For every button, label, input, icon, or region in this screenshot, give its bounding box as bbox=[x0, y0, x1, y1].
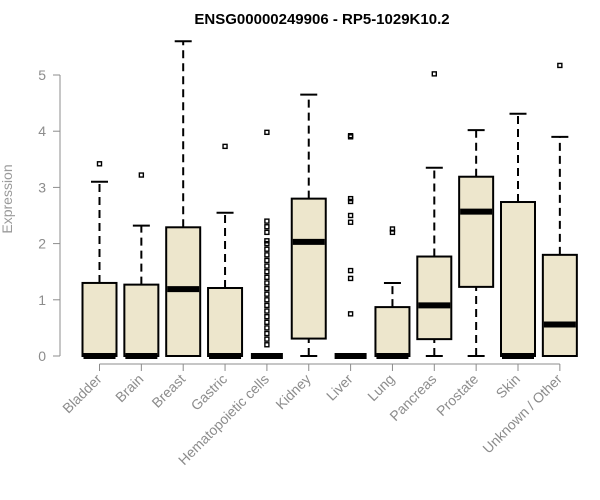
box-group-breast bbox=[165, 40, 202, 357]
outlier-point bbox=[264, 342, 270, 348]
x-tick-label: Bladder bbox=[59, 371, 105, 417]
outlier-point bbox=[347, 198, 354, 205]
box-group-pancreas bbox=[416, 71, 453, 357]
outlier-point bbox=[138, 172, 145, 178]
outlier-point bbox=[264, 229, 270, 236]
y-tick-label: 5 bbox=[38, 67, 46, 83]
x-tick-label: Lung bbox=[364, 371, 397, 404]
outlier-point bbox=[264, 291, 270, 297]
outlier-point bbox=[347, 195, 354, 202]
outlier-point bbox=[347, 275, 354, 282]
outlier-point bbox=[389, 226, 396, 232]
outlier-point bbox=[347, 132, 354, 139]
box-body bbox=[290, 197, 327, 340]
box-body bbox=[123, 283, 160, 358]
box-body bbox=[541, 253, 578, 357]
outlier-point bbox=[347, 212, 354, 219]
outlier-point bbox=[96, 161, 103, 167]
outlier-point bbox=[264, 238, 270, 244]
box-group-kidney bbox=[290, 93, 327, 357]
box-group-brain bbox=[123, 172, 160, 359]
outlier-point bbox=[264, 302, 270, 309]
outlier-point bbox=[264, 224, 270, 230]
y-tick-label: 1 bbox=[38, 292, 46, 308]
box-body bbox=[81, 281, 118, 357]
outlier-point bbox=[264, 319, 270, 325]
outlier-point bbox=[264, 308, 270, 314]
y-tick-label: 4 bbox=[38, 123, 46, 139]
x-tick-label: Unknown / Other bbox=[479, 371, 565, 457]
box-group-unknown-other bbox=[541, 62, 578, 357]
box-group-prostate bbox=[458, 129, 495, 357]
box-group-liver bbox=[334, 132, 367, 359]
outlier-point bbox=[264, 285, 270, 292]
y-axis-label: Expression bbox=[0, 164, 15, 233]
outlier-point bbox=[347, 311, 354, 317]
outlier-point bbox=[264, 240, 270, 247]
y-tick-label: 2 bbox=[38, 236, 46, 252]
x-tick-label: Kidney bbox=[272, 371, 314, 413]
outlier-point bbox=[264, 297, 270, 303]
box-group-gastric bbox=[207, 143, 244, 359]
outlier-point bbox=[347, 267, 354, 274]
box-body bbox=[207, 286, 244, 357]
plot-area bbox=[81, 40, 578, 359]
y-axis: 0 1 2 3 4 5 bbox=[38, 67, 61, 364]
outlier-point bbox=[264, 269, 270, 275]
outlier-point bbox=[264, 325, 270, 331]
box-group-skin bbox=[500, 112, 536, 359]
outlier-point bbox=[347, 219, 354, 225]
outlier-point bbox=[557, 62, 563, 69]
x-tick-label: Breast bbox=[148, 371, 188, 411]
outlier-point bbox=[264, 218, 270, 224]
outlier-point bbox=[264, 280, 270, 286]
y-tick-label: 3 bbox=[38, 179, 46, 195]
y-tick-label: 0 bbox=[38, 348, 46, 364]
outlier-point bbox=[431, 71, 437, 77]
box-group-hematopoietic-cells bbox=[250, 129, 283, 359]
box-body bbox=[374, 306, 411, 357]
outlier-point bbox=[222, 143, 228, 150]
x-tick-label: Skin bbox=[493, 371, 524, 402]
x-tick-label: Liver bbox=[323, 371, 356, 404]
outlier-point bbox=[264, 257, 270, 264]
x-tick-label: Brain bbox=[112, 371, 146, 405]
outlier-point bbox=[264, 252, 270, 258]
box-body bbox=[458, 175, 495, 288]
outlier-point bbox=[264, 246, 270, 252]
outlier-point bbox=[264, 263, 270, 269]
box-body bbox=[416, 255, 453, 341]
box-body bbox=[500, 201, 536, 357]
outlier-point bbox=[264, 274, 270, 281]
x-tick-label: Pancreas bbox=[386, 371, 439, 424]
outlier-point bbox=[264, 336, 270, 342]
outlier-point bbox=[264, 330, 270, 337]
outlier-point bbox=[264, 313, 270, 320]
x-tick-label: Prostate bbox=[433, 371, 481, 419]
chart-title: ENSG00000249906 - RP5-1029K10.2 bbox=[194, 11, 449, 28]
box-group-lung bbox=[374, 226, 411, 359]
box-group-bladder bbox=[81, 161, 118, 359]
outlier-point bbox=[264, 129, 270, 136]
